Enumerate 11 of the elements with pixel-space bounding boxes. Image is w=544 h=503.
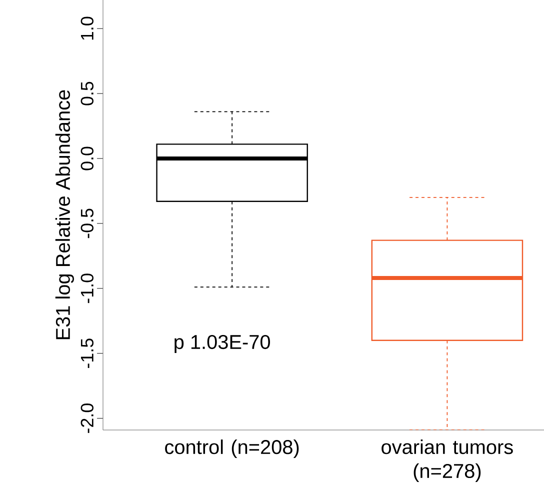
y-tick-label: 1.0 <box>80 16 94 40</box>
y-axis-title: E31 log Relative Abundance <box>55 90 74 340</box>
x-tick-label: ovarian tumors (n=278) <box>382 440 513 482</box>
y-tick-label: -2.0 <box>80 404 94 433</box>
y-tick-label: 0.5 <box>80 82 94 106</box>
y-tick-label: 0.0 <box>80 146 94 170</box>
y-tick-label: -1.5 <box>80 338 94 368</box>
y-tick-label: -0.5 <box>80 208 94 238</box>
annotation: p 1.03E-70 <box>174 334 270 354</box>
x-tick-label: control (n=208) <box>165 440 299 458</box>
y-tick-label: -1.0 <box>80 274 94 304</box>
